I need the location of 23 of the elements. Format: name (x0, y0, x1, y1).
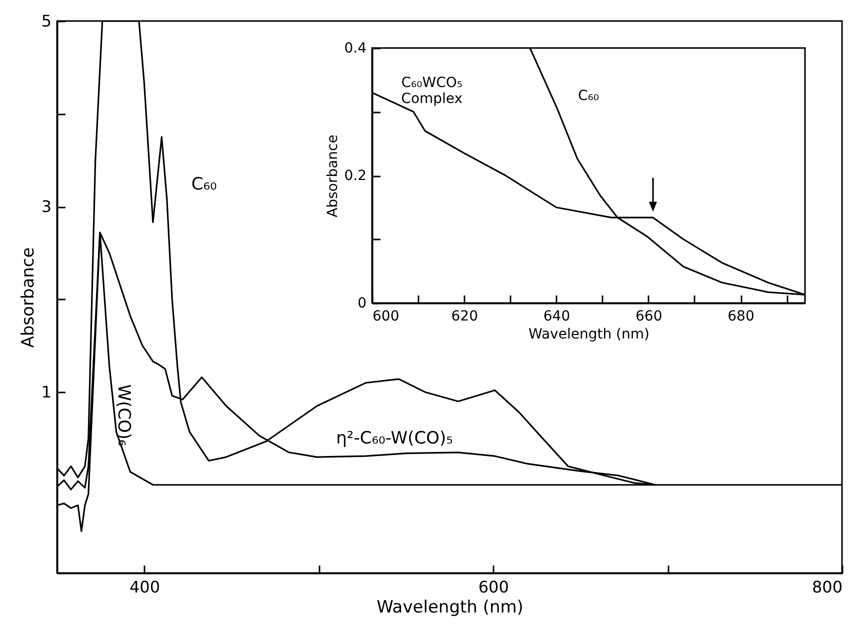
series-label: C₆₀WCO₅ Complex (401, 75, 463, 108)
y-tick-label: 3 (41, 197, 52, 216)
y-tick-label: 5 (41, 12, 52, 30)
y-tick-label: 1 (41, 382, 52, 402)
x-tick-label: 620 (451, 308, 478, 324)
x-tick-label: 680 (728, 308, 754, 324)
x-tick-label: 600 (372, 308, 400, 324)
y-axis-title: Absorbance (18, 247, 38, 348)
x-tick-label: 400 (129, 578, 160, 596)
x-axis-title: Wavelength (nm) (376, 598, 524, 618)
x-tick-label: 660 (636, 308, 662, 324)
y-tick-label: 0 (358, 296, 366, 312)
y-tick-label: 0.2 (344, 168, 366, 184)
x-axis-title: Wavelength (nm) (528, 326, 650, 342)
text: W(CO)₆ (113, 384, 134, 447)
y-axis-title: Absorbance (325, 134, 342, 218)
x-tick-label: 800 (812, 578, 842, 596)
series-label: C₆₀ (578, 88, 600, 104)
series-label: C₆₀ (191, 174, 218, 194)
x-tick-label: 640 (543, 308, 570, 324)
x-tick-label: 600 (478, 578, 509, 596)
y-tick-label: 0.4 (344, 40, 367, 56)
series-label: η²-C₆₀-W(CO)₅ (336, 428, 453, 448)
